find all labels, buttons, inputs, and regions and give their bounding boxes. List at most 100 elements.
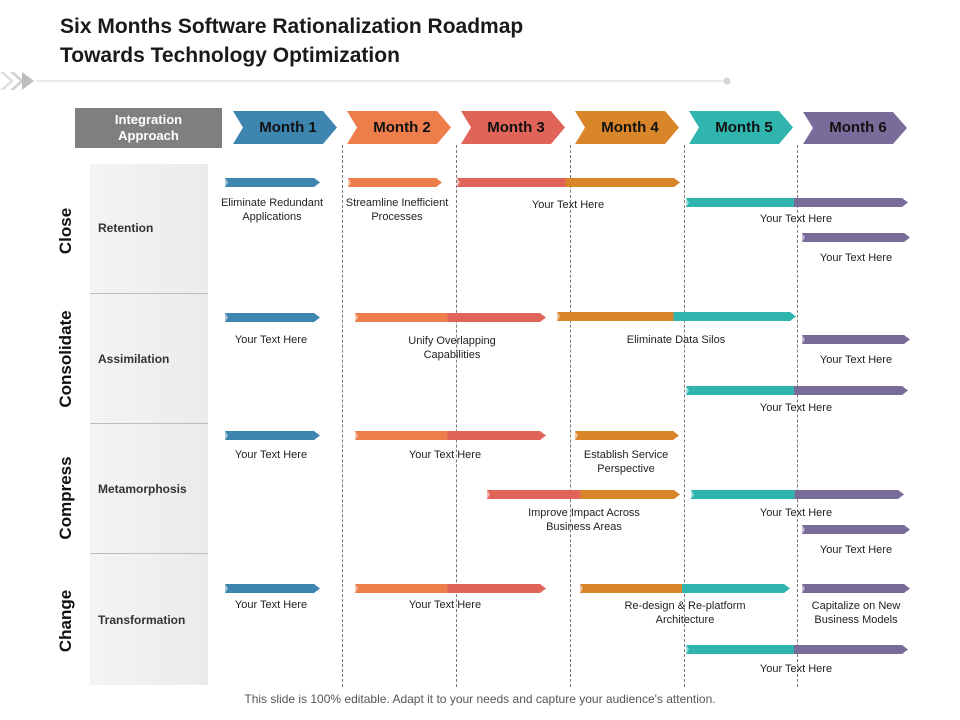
month-6-header: Month 6 [803, 112, 907, 144]
task-bar-arrow [902, 198, 908, 207]
phase-consolidate-label: Consolidate [56, 310, 75, 408]
task-label: Your Text Here [234, 334, 308, 346]
task-bar-notch [575, 431, 578, 440]
task-bar-segment [802, 525, 905, 534]
task-label: Your Text Here [759, 213, 833, 225]
task-label: Your Text Here [234, 449, 308, 461]
phase-change-label: Change [56, 589, 75, 653]
task-bar-segment [575, 431, 674, 440]
task-bar-segment [673, 312, 791, 321]
task-bar-notch [802, 525, 805, 534]
task-bar [686, 198, 908, 207]
task-bar [355, 584, 546, 593]
task-bar [225, 431, 320, 440]
task-bar-notch [225, 584, 228, 593]
task-bar-shape [348, 178, 442, 187]
month-divider [570, 145, 571, 687]
task-bar-arrow [902, 645, 908, 654]
task-bar-segment [802, 233, 905, 242]
task-bar [802, 335, 910, 344]
month-6-chevron [803, 112, 907, 144]
task-bar-segment [355, 584, 448, 593]
integration-approach-line1: Integration [114, 112, 183, 127]
task-bar-segment [580, 490, 675, 499]
month-divider [342, 145, 343, 687]
task-bar-segment [565, 178, 675, 187]
task-bar-shape [691, 490, 904, 499]
month-1-header: Month 1 [233, 111, 337, 144]
task-bar [225, 178, 320, 187]
month-divider [684, 145, 685, 687]
phase-close-label: Close [56, 207, 75, 255]
task-bar-arrow [902, 386, 908, 395]
task-bar-notch [580, 584, 583, 593]
task-label: Establish Service Perspective [583, 449, 669, 475]
slide-title-line2: Towards Technology Optimization [60, 44, 400, 67]
task-bar-segment [348, 178, 437, 187]
task-bar-shape [487, 490, 680, 499]
task-bar-shape [686, 386, 908, 395]
task-bar-segment [691, 490, 795, 499]
month-1-chevron [233, 111, 337, 144]
task-bar-notch [691, 490, 694, 499]
task-bar-arrow [904, 233, 910, 242]
task-bar-shape [355, 584, 546, 593]
row-divider [90, 553, 208, 554]
task-bar-notch [225, 178, 228, 187]
task-bar-segment [686, 645, 795, 654]
task-label: Re-design & Re-platform Architecture [624, 600, 746, 626]
task-bar-shape [225, 313, 320, 322]
task-bar [802, 584, 910, 593]
decorative-chevron-line [0, 72, 731, 90]
category-column [90, 164, 208, 685]
task-bar-notch [225, 313, 228, 322]
task-bar-segment [794, 490, 899, 499]
task-label: Eliminate Data Silos [626, 334, 726, 346]
task-bar-arrow [314, 584, 320, 593]
task-bar-shape [225, 431, 320, 440]
task-label: Your Text Here [759, 507, 833, 519]
task-bar-segment [557, 312, 674, 321]
task-bar-segment [225, 431, 315, 440]
task-bar-shape [802, 584, 910, 593]
task-bar-segment [447, 584, 541, 593]
month-6-label: Month 6 [829, 119, 887, 136]
task-bar-arrow [790, 312, 796, 321]
phase-compress-label: Compress [56, 456, 75, 540]
task-bar [580, 584, 790, 593]
task-bar [355, 313, 546, 322]
task-bar-segment [225, 313, 315, 322]
task-bar-segment [686, 198, 795, 207]
integration-approach-header: Integration Approach [75, 108, 222, 148]
task-bar-arrow [898, 490, 904, 499]
month-2-header: Month 2 [347, 111, 451, 144]
task-label: Capitalize on New Business Models [811, 600, 901, 626]
task-label: Your Text Here [408, 449, 482, 461]
task-bar-shape [802, 525, 910, 534]
integration-approach-line2: Approach [118, 128, 179, 143]
task-bar-arrow [540, 313, 546, 322]
task-bar-notch [225, 431, 228, 440]
task-bar-shape [355, 431, 546, 440]
task-label: Your Text Here [759, 402, 833, 414]
task-bar [686, 645, 908, 654]
task-label: Eliminate Redundant Applications [220, 197, 324, 223]
task-bar-segment [794, 645, 903, 654]
month-2-label: Month 2 [373, 119, 431, 136]
task-bar [457, 178, 680, 187]
task-label: Your Text Here [819, 252, 893, 264]
month-5-chevron [689, 111, 793, 144]
task-bar-segment [580, 584, 683, 593]
task-label: Your Text Here [819, 354, 893, 366]
month-3-header: Month 3 [461, 111, 565, 144]
task-bar-shape [802, 233, 910, 242]
task-bar-shape [686, 645, 908, 654]
task-bar-arrow [904, 335, 910, 344]
task-label: Unify Overlapping Capabilities [408, 335, 496, 361]
month-3-chevron [461, 111, 565, 144]
task-bar [802, 233, 910, 242]
task-label: Improve Impact Across Business Areas [528, 507, 640, 533]
task-bar-notch [355, 313, 358, 322]
task-bar-notch [686, 386, 689, 395]
task-bar-segment [447, 431, 541, 440]
